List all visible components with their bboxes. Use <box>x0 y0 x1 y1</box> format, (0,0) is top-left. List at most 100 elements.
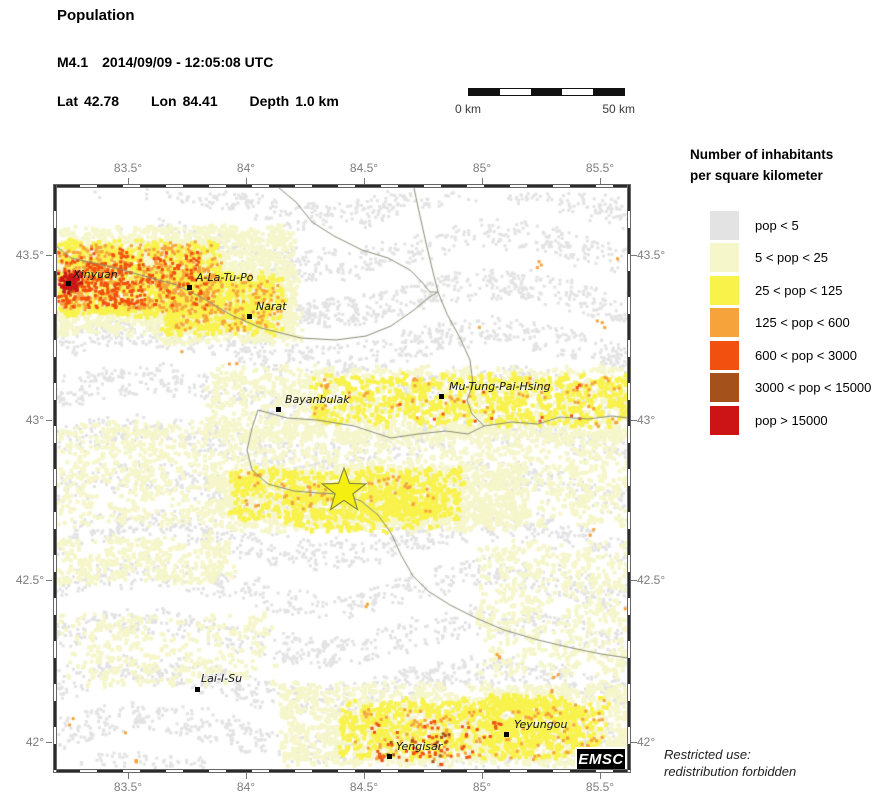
lat-tick <box>631 420 637 421</box>
lat-tick-label-left: 42° <box>25 735 44 749</box>
lon-tick-label-bottom: 84.5° <box>349 780 379 794</box>
event-magnitude: M4.1 <box>57 54 89 70</box>
lon-tick-label-bottom: 84° <box>236 780 256 794</box>
legend-row: 125 < pop < 600 <box>690 307 872 340</box>
emsc-logo: EMSC <box>575 747 627 769</box>
map-frame-top <box>53 184 631 188</box>
legend-swatch <box>710 405 739 435</box>
lat-tick <box>631 580 637 581</box>
depth-label: Depth <box>249 93 290 109</box>
map-frame-right <box>627 184 631 773</box>
event-location: Lat 42.78 Lon 84.41 Depth 1.0 km <box>57 93 339 109</box>
city-marker <box>439 394 444 399</box>
lon-tick-label-top: 83.5° <box>113 161 143 175</box>
restricted-line2: redistribution forbidden <box>664 764 797 779</box>
lon-tick <box>482 178 483 184</box>
legend-row: 25 < pop < 125 <box>690 274 872 307</box>
lon-tick <box>482 773 483 779</box>
scalebar-start-label: 0 km <box>455 102 482 116</box>
scalebar-segment <box>562 89 593 95</box>
lat-label: Lat <box>57 93 78 109</box>
epicenter-star-icon <box>320 466 368 512</box>
legend-row: 600 < pop < 3000 <box>690 339 872 372</box>
restricted-line1: Restricted use: <box>664 747 751 762</box>
legend-title-line2: per square kilometer <box>690 168 823 183</box>
lon-tick <box>600 178 601 184</box>
legend: Number of inhabitants per square kilomet… <box>690 144 872 437</box>
lat-value: 42.78 <box>84 93 120 109</box>
lat-tick <box>46 742 52 743</box>
scalebar-end-label: 50 km <box>602 102 635 116</box>
scalebar-segment <box>469 89 500 95</box>
lat-tick-label-right: 42.5° <box>637 573 666 587</box>
lon-tick <box>246 178 247 184</box>
scalebar-segment <box>500 89 531 95</box>
lon-tick <box>246 773 247 779</box>
lon-tick-label-bottom: 83.5° <box>113 780 143 794</box>
legend-label: 125 < pop < 600 <box>755 315 850 331</box>
lat-tick-label-right: 43.5° <box>637 248 666 262</box>
city-label: Xinyuan <box>73 268 118 281</box>
map: EMSC 83.5° 83.5° 84° 84° 84.5° 84.5° 85° 85° 85.… <box>16 161 665 794</box>
legend-swatch <box>710 308 739 338</box>
depth-value: 1.0 km <box>295 93 339 109</box>
lat-tick-label-right: 43° <box>637 413 656 427</box>
legend-label: 3000 < pop < 15000 <box>755 380 872 396</box>
lat-tick <box>46 255 52 256</box>
map-frame-bottom <box>53 769 631 773</box>
lon-tick <box>600 773 601 779</box>
legend-row: 5 < pop < 25 <box>690 242 872 275</box>
lon-tick <box>364 178 365 184</box>
map-scalebar: 0 km 50 km <box>455 86 635 120</box>
map-canvas-area: EMSC <box>56 188 628 769</box>
lat-tick-label-right: 42° <box>637 735 656 749</box>
legend-row: pop < 5 <box>690 209 872 242</box>
scalebar-segment <box>531 89 562 95</box>
legend-label: 25 < pop < 125 <box>755 282 843 298</box>
legend-label: pop < 5 <box>755 217 799 233</box>
city-label: Bayanbulak <box>285 393 350 406</box>
legend-swatch <box>710 340 739 370</box>
city-marker <box>504 732 509 737</box>
event-summary: M4.1 2014/09/09 - 12:05:08 UTC <box>57 54 273 70</box>
city-marker <box>66 281 71 286</box>
city-marker <box>276 407 281 412</box>
lon-tick-label-top: 85.5° <box>585 161 615 175</box>
legend-label: pop > 15000 <box>755 412 828 428</box>
lon-tick <box>364 773 365 779</box>
city-marker <box>247 314 252 319</box>
city-label: Narat <box>256 300 287 313</box>
legend-swatch <box>710 373 739 403</box>
lon-tick-label-bottom: 85.5° <box>585 780 615 794</box>
city-marker <box>187 285 192 290</box>
scalebar-segments <box>468 88 625 96</box>
city-marker <box>195 687 200 692</box>
legend-items: pop < 5 5 < pop < 25 25 < pop < 125 125 < p… <box>690 209 872 437</box>
legend-row: 3000 < pop < 15000 <box>690 372 872 405</box>
lat-tick-label-left: 43° <box>25 413 44 427</box>
legend-row: pop > 15000 <box>690 404 872 437</box>
legend-swatch <box>710 275 739 305</box>
lon-tick-label-top: 85° <box>472 161 492 175</box>
city-label: Yengisar <box>396 740 443 753</box>
scalebar-segment <box>593 89 624 95</box>
lat-tick <box>46 580 52 581</box>
city-label: Yeyungou <box>514 718 568 731</box>
lon-label: Lon <box>150 93 177 109</box>
lat-tick <box>631 255 637 256</box>
lat-tick-label-left: 42.5° <box>15 573 44 587</box>
lon-tick <box>128 178 129 184</box>
restricted-use-note: Restricted use: redistribution forbidden <box>664 746 796 780</box>
legend-label: 5 < pop < 25 <box>755 250 829 266</box>
event-datetime: 2014/09/09 - 12:05:08 UTC <box>102 54 274 70</box>
lon-tick <box>128 773 129 779</box>
page-title: Population <box>57 7 135 24</box>
legend-swatch <box>710 243 739 273</box>
lon-value: 84.41 <box>182 93 218 109</box>
city-marker <box>387 754 392 759</box>
lon-tick-label-top: 84.5° <box>349 161 379 175</box>
legend-title-line1: Number of inhabitants <box>690 147 834 162</box>
city-label: Lai-I-Su <box>201 672 243 685</box>
lat-tick <box>46 420 52 421</box>
